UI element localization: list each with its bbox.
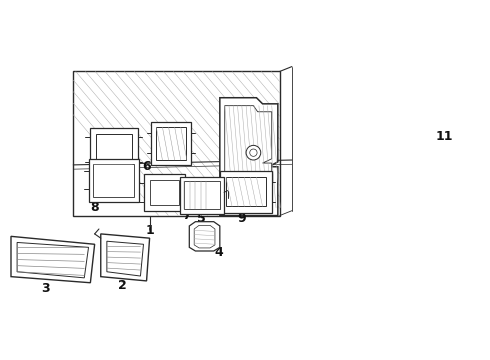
- Polygon shape: [220, 98, 278, 216]
- Polygon shape: [11, 237, 95, 283]
- Polygon shape: [220, 171, 272, 212]
- Polygon shape: [151, 122, 191, 165]
- Polygon shape: [107, 241, 144, 276]
- Text: 7: 7: [182, 209, 191, 222]
- Text: 4: 4: [214, 246, 223, 259]
- Text: 10: 10: [161, 131, 178, 144]
- Bar: [94, 164, 134, 197]
- Bar: [184, 181, 220, 210]
- Circle shape: [250, 149, 257, 156]
- Polygon shape: [90, 128, 138, 172]
- Text: 5: 5: [197, 212, 206, 225]
- Polygon shape: [189, 222, 220, 251]
- Circle shape: [246, 145, 261, 160]
- Bar: [180, 177, 224, 214]
- Polygon shape: [17, 242, 89, 278]
- Polygon shape: [156, 127, 186, 160]
- Bar: [89, 159, 139, 202]
- Polygon shape: [74, 72, 280, 216]
- Polygon shape: [194, 225, 215, 248]
- Polygon shape: [149, 180, 179, 204]
- Text: 8: 8: [90, 201, 99, 214]
- Polygon shape: [226, 177, 266, 206]
- Text: 6: 6: [142, 160, 151, 173]
- Text: 2: 2: [118, 279, 126, 292]
- Text: 11: 11: [0, 359, 1, 360]
- Polygon shape: [101, 234, 149, 281]
- Text: 3: 3: [42, 282, 50, 295]
- Polygon shape: [97, 134, 132, 166]
- Polygon shape: [225, 106, 272, 208]
- Text: 11: 11: [436, 130, 453, 143]
- Text: 1: 1: [145, 224, 154, 237]
- Polygon shape: [144, 174, 185, 211]
- Text: 9: 9: [237, 212, 245, 225]
